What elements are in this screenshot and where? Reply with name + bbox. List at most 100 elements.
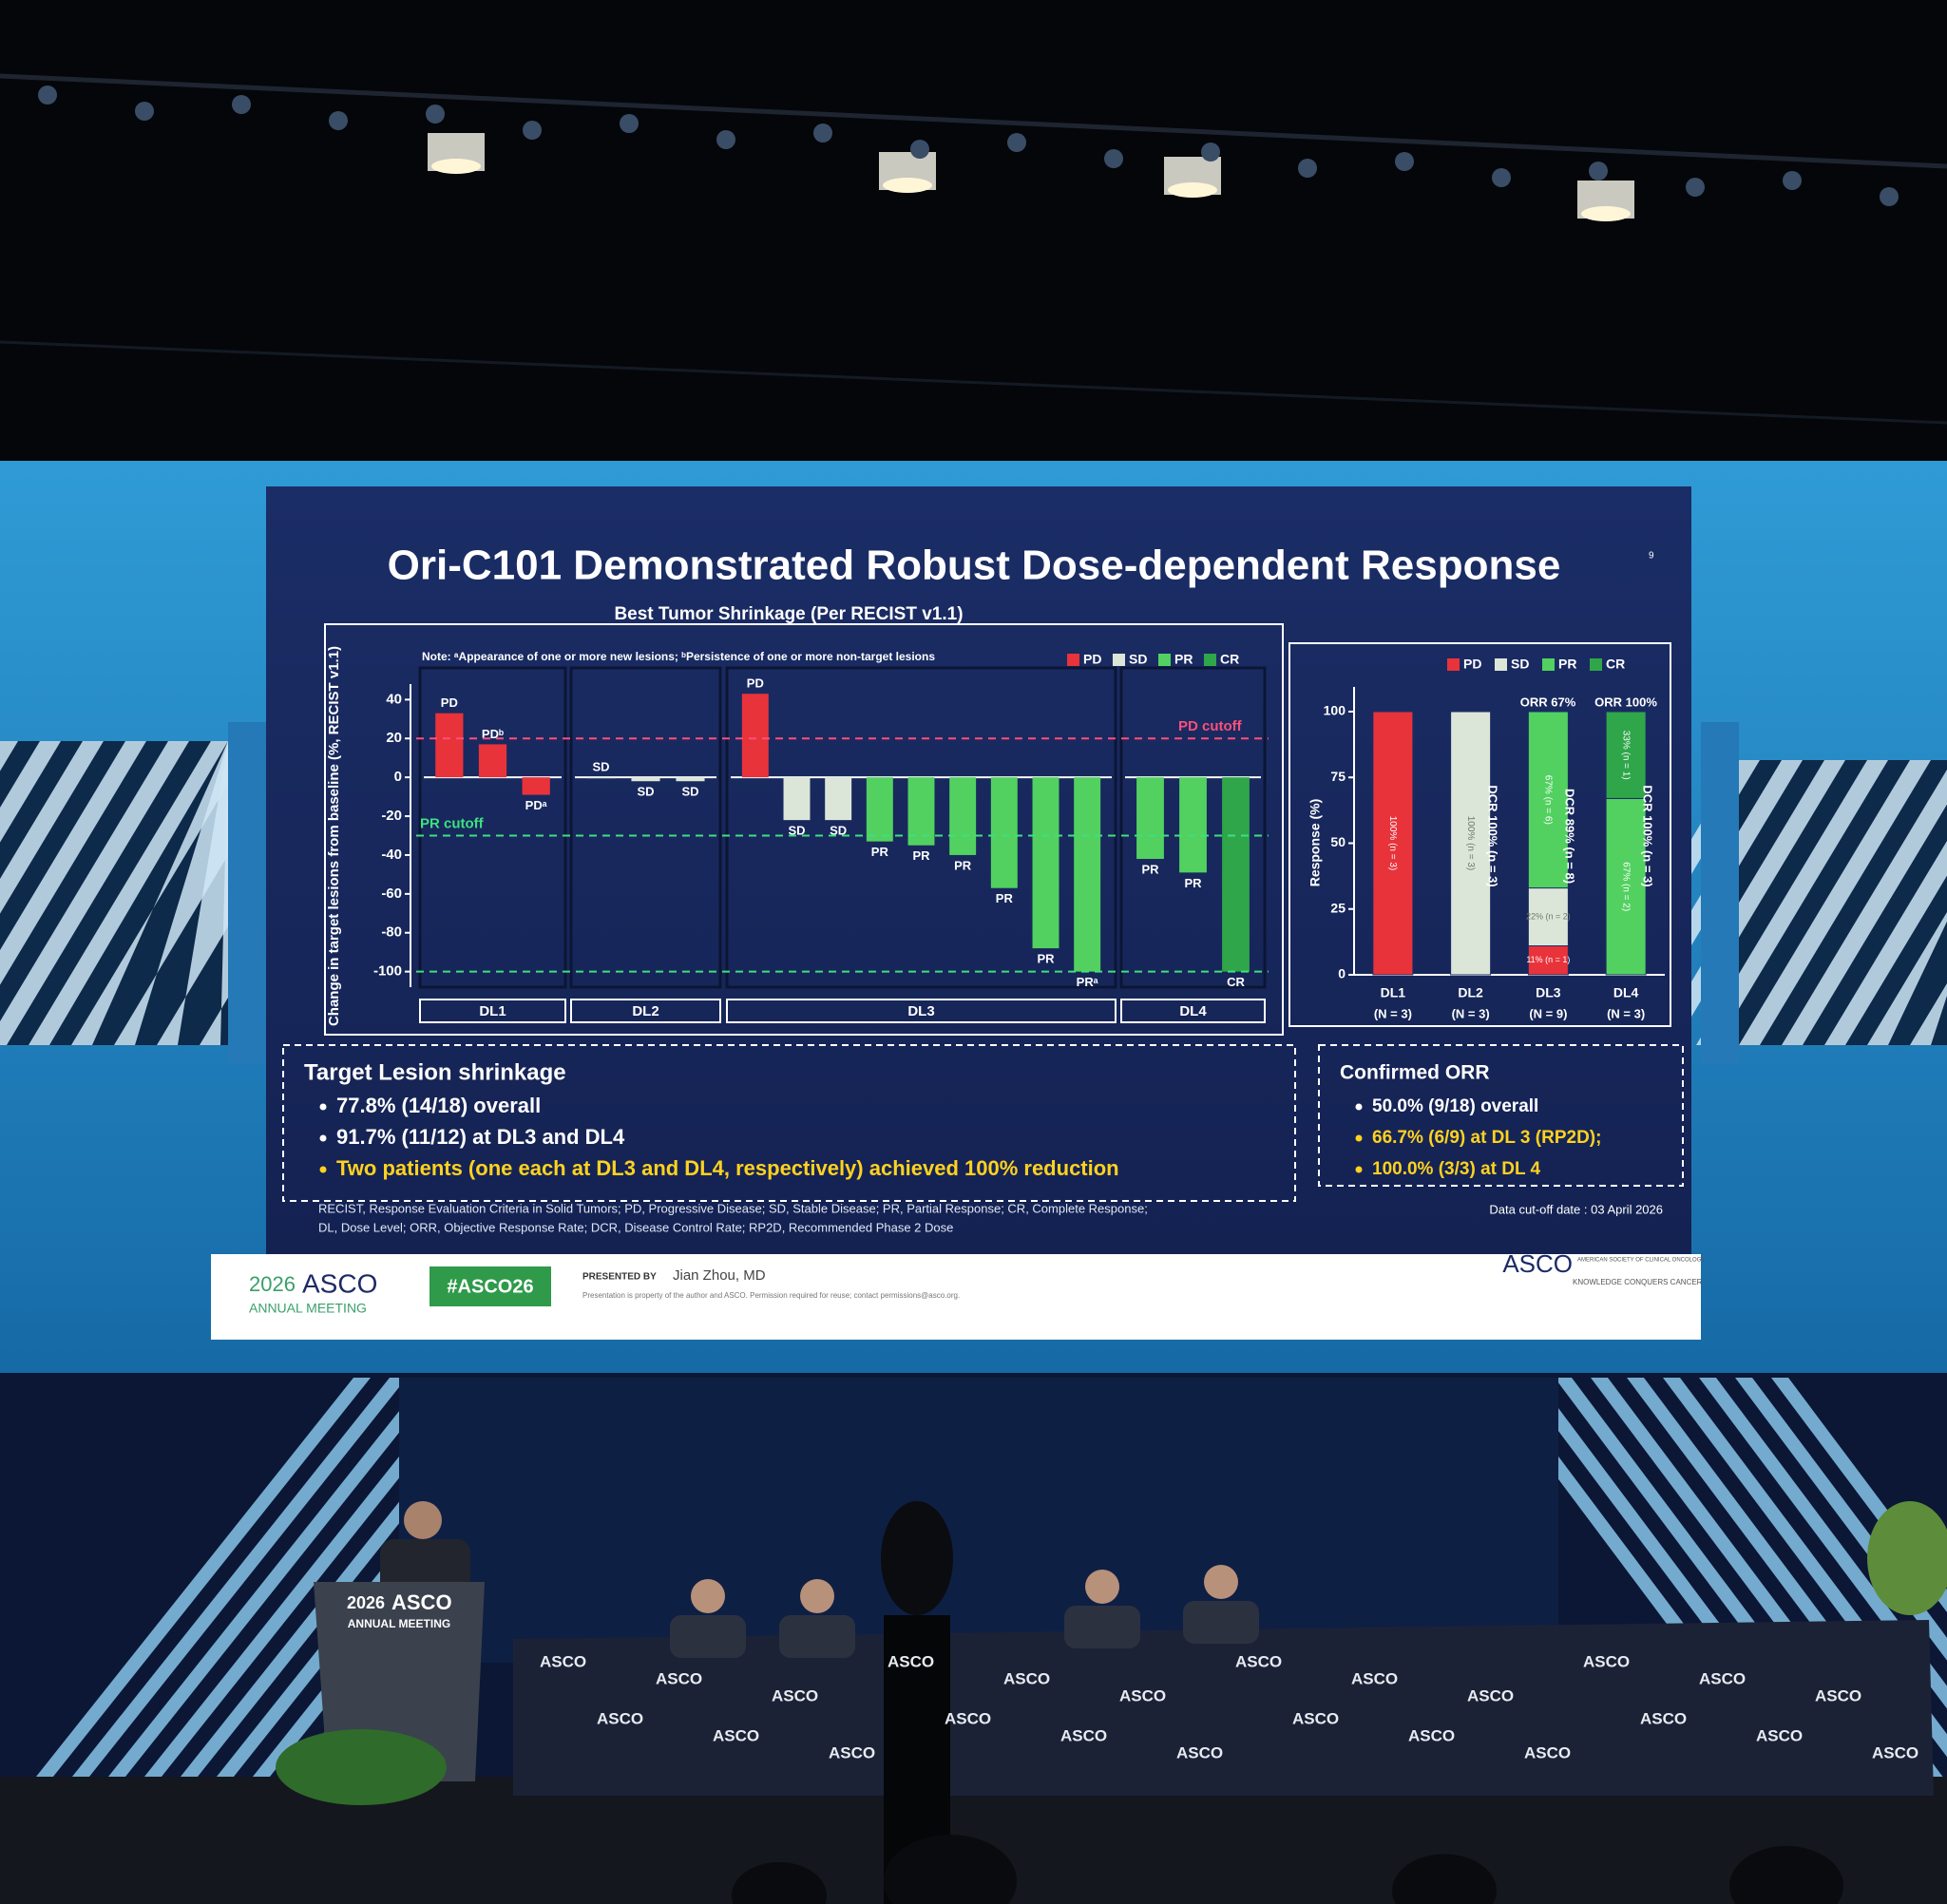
x-tick-label: DL2 [1458,985,1483,1000]
legend-label: PD [1463,657,1481,672]
table-logo: ASCO [1235,1652,1282,1670]
bar [676,777,705,782]
chart-note: Note: ᵃAppearance of one or more new les… [422,650,935,663]
stage-light [1880,187,1899,206]
table-logo: ASCO [597,1709,643,1727]
panelist-head [800,1579,834,1613]
plant [1867,1501,1947,1615]
table-logo: ASCO [1292,1709,1339,1727]
stage-light [1104,149,1123,168]
bullet-text: 66.7% (6/9) at DL 3 (RP2D); [1372,1128,1601,1148]
stage-stripe [65,1378,407,1786]
table-logo: ASCO [713,1726,759,1744]
summary-box [1318,1044,1684,1187]
bar-label: PD [747,676,764,691]
bar-label: PDᵃ [525,798,547,812]
x-tick-label: DL3 [1536,985,1561,1000]
slide-number: 9 [1649,551,1654,562]
legend-label: PD [1083,652,1101,667]
group-label-box [1120,999,1266,1023]
box-heading: Confirmed ORR [1340,1062,1490,1084]
group-label-box [419,999,566,1023]
table-logo: ASCO [772,1686,818,1704]
stacked-bar [1527,711,1569,889]
side-stripe [1824,841,1947,1045]
bar [907,777,935,846]
ceiling [0,0,1947,475]
group-label-box [570,999,721,1023]
table-logo: ASCO [1815,1686,1861,1704]
bar [631,777,660,782]
y-tick-label: -60 [381,885,402,902]
box-heading: Target Lesion shrinkage [304,1059,566,1085]
footer-name: ASCO [302,1268,377,1298]
podium-year: 2026 [347,1593,385,1612]
group-panel [418,666,567,989]
table-logo: ASCO [540,1652,586,1670]
stage-light [910,140,929,159]
bar-label: PR [912,848,930,863]
group-label: DL3 [907,1003,934,1019]
group-label: DL2 [632,1003,659,1019]
bullet-text: 77.8% (14/18) overall [336,1094,541,1117]
hashtag-box [429,1266,551,1306]
panelist-head [1085,1570,1119,1604]
side-stripe [0,741,18,771]
legend-label: PR [1558,657,1576,672]
panelist-head [1204,1565,1238,1599]
x-tick-sublabel: (N = 3) [1374,1006,1412,1020]
presenter: Jian Zhou, MD [673,1267,766,1284]
table-logo: ASCO [1524,1743,1571,1761]
stage-light [426,105,445,124]
panelist-body [670,1615,746,1658]
legend-label: SD [1511,657,1529,672]
bullet-dot [1355,1103,1363,1111]
bar-label: SD [681,785,698,799]
value-label: 67% (n = 2) [1620,862,1631,911]
curtain [399,1378,1558,1663]
y-tick-label: 100 [1324,703,1346,718]
legend-label: CR [1606,657,1625,672]
screen-mask [1701,722,1739,1064]
bullet-text: 100.0% (3/3) at DL 4 [1372,1159,1541,1179]
legend-swatch [1204,654,1216,666]
x-tick-sublabel: (N = 3) [1607,1006,1645,1020]
stage-stripe [137,1378,479,1786]
side-stripe [0,741,189,1045]
panelist-body [1064,1606,1140,1648]
y-tick-label: 40 [386,691,402,707]
y-tick-label: 25 [1330,900,1346,915]
side-stripe [1782,770,1947,1045]
annotation: ORR 67% [1520,695,1576,709]
stage-stripe [29,1378,371,1786]
stage-light [1395,152,1414,171]
value-label: 22% (n = 2) [1526,911,1571,921]
bar-label: SD [788,824,805,838]
y-tick-label: -80 [381,924,402,941]
value-label: 11% (n = 1) [1526,955,1570,964]
side-stripe [29,741,228,1045]
group-panel [725,666,1117,989]
legend-label: PR [1174,652,1193,667]
value-label: 100% (n = 3) [1465,816,1476,871]
table-logo: ASCO [1060,1726,1107,1744]
y-tick-label: -100 [373,963,402,980]
bar-label: CR [1227,975,1245,989]
table-logo: ASCO [1756,1726,1803,1744]
stage-light [523,121,542,140]
truss [0,73,1947,169]
stage-light [1298,159,1317,178]
bullet-dot [1355,1134,1363,1142]
bar [478,744,507,778]
y-tick-label: -20 [381,808,402,824]
panelist-body [1183,1601,1259,1644]
y-tick-label: 0 [394,769,402,785]
value-label: 67% (n = 6) [1543,775,1554,825]
y-tick-label: 20 [386,730,402,746]
stage-light [1007,133,1026,152]
bar-label: PD [441,695,458,710]
side-stripe [1696,760,1888,1045]
stage-light [329,111,348,130]
